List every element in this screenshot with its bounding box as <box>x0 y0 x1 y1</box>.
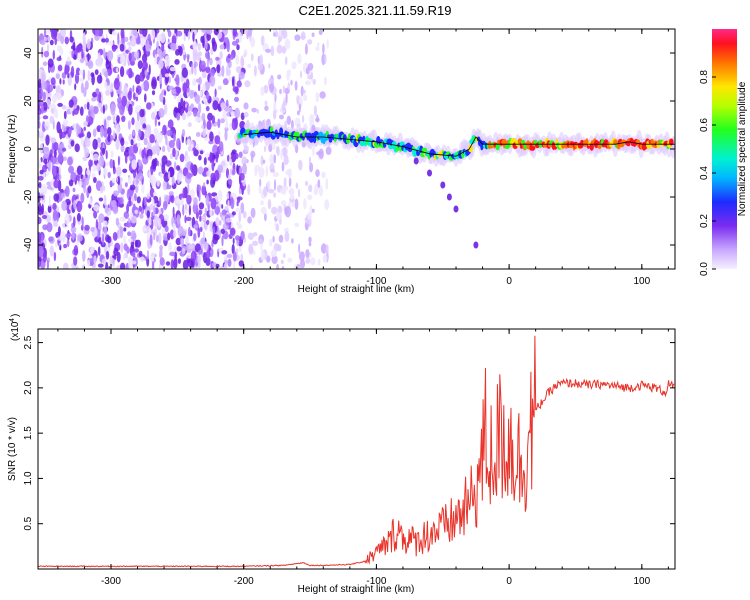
spectrogram-x-tick-label: -100 <box>366 276 386 287</box>
colorbar-tick-label: 0.6 <box>699 118 710 132</box>
snr-plot-area <box>38 329 675 569</box>
snr-ticks: -300 -200 -100 0 100 0.5 1.0 1.5 2.0 2.5 <box>23 329 675 587</box>
snr-scale-close: ) <box>10 314 21 317</box>
snr-y-label: SNR (10 * v/v) <box>7 417 18 481</box>
spectrogram-y-tick-label: 20 <box>23 95 34 107</box>
colorbar-ticks: 0.0 0.2 0.4 0.6 0.8 <box>699 70 716 276</box>
spectrogram-y-tick-label: 0 <box>23 146 34 152</box>
snr-x-tick-label: -300 <box>101 576 121 587</box>
spectrogram-x-tick-label: -200 <box>234 276 254 287</box>
snr-x-tick-label: -100 <box>366 576 386 587</box>
snr-panel: -300 -200 -100 0 100 0.5 1.0 1.5 2.0 2.5 Height o… <box>7 314 676 595</box>
snr-series-line <box>38 335 675 568</box>
snr-x-label: Height of straight line (km) <box>298 584 415 595</box>
colorbar: 0.0 0.2 0.4 0.6 0.8 Normalized spectral ampl… <box>699 29 748 276</box>
colorbar-gradient <box>712 29 737 269</box>
snr-y-tick-label: 1.5 <box>23 426 34 440</box>
ridge-line <box>243 131 675 157</box>
colorbar-tick-label: 0.4 <box>699 166 710 180</box>
snr-x-tick-label: 100 <box>633 576 650 587</box>
colorbar-tick-label: 0.8 <box>699 70 710 84</box>
spectrogram-y-tick-label: -40 <box>23 237 34 252</box>
spectrogram-content <box>38 29 675 269</box>
snr-frame <box>37 328 676 570</box>
spectrogram-x-tick-label: 100 <box>633 276 650 287</box>
snr-content <box>38 335 675 568</box>
chart-title: C2E1.2025.321.11.59.R19 <box>299 3 452 18</box>
snr-scale-note: (x10 4 ) <box>9 314 21 341</box>
snr-scale-exponent: 4 <box>9 318 16 322</box>
spectrogram-x-label: Height of straight line (km) <box>298 284 415 295</box>
colorbar-tick-label: 0.2 <box>699 214 710 228</box>
snr-y-tick-label: 0.5 <box>23 516 34 530</box>
snr-x-tick-label: -200 <box>234 576 254 587</box>
snr-y-tick-label: 2.0 <box>23 380 34 394</box>
colorbar-tick-label: 0.0 <box>699 262 710 276</box>
spectrogram-y-tick-label: -20 <box>23 189 34 204</box>
spectrogram-x-tick-label: -300 <box>101 276 121 287</box>
snr-y-tick-label: 1.0 <box>23 471 34 485</box>
snr-y-tick-label: 2.5 <box>23 335 34 349</box>
colorbar-label: Normalized spectral amplitude <box>737 81 748 216</box>
snr-scale-base: (x10 <box>10 321 21 341</box>
spectrogram-x-tick-label: 0 <box>506 276 512 287</box>
spectrogram-y-tick-label: 40 <box>23 47 34 59</box>
snr-x-tick-label: 0 <box>506 576 512 587</box>
spectrogram-y-label: Frequency (Hz) <box>7 115 18 184</box>
